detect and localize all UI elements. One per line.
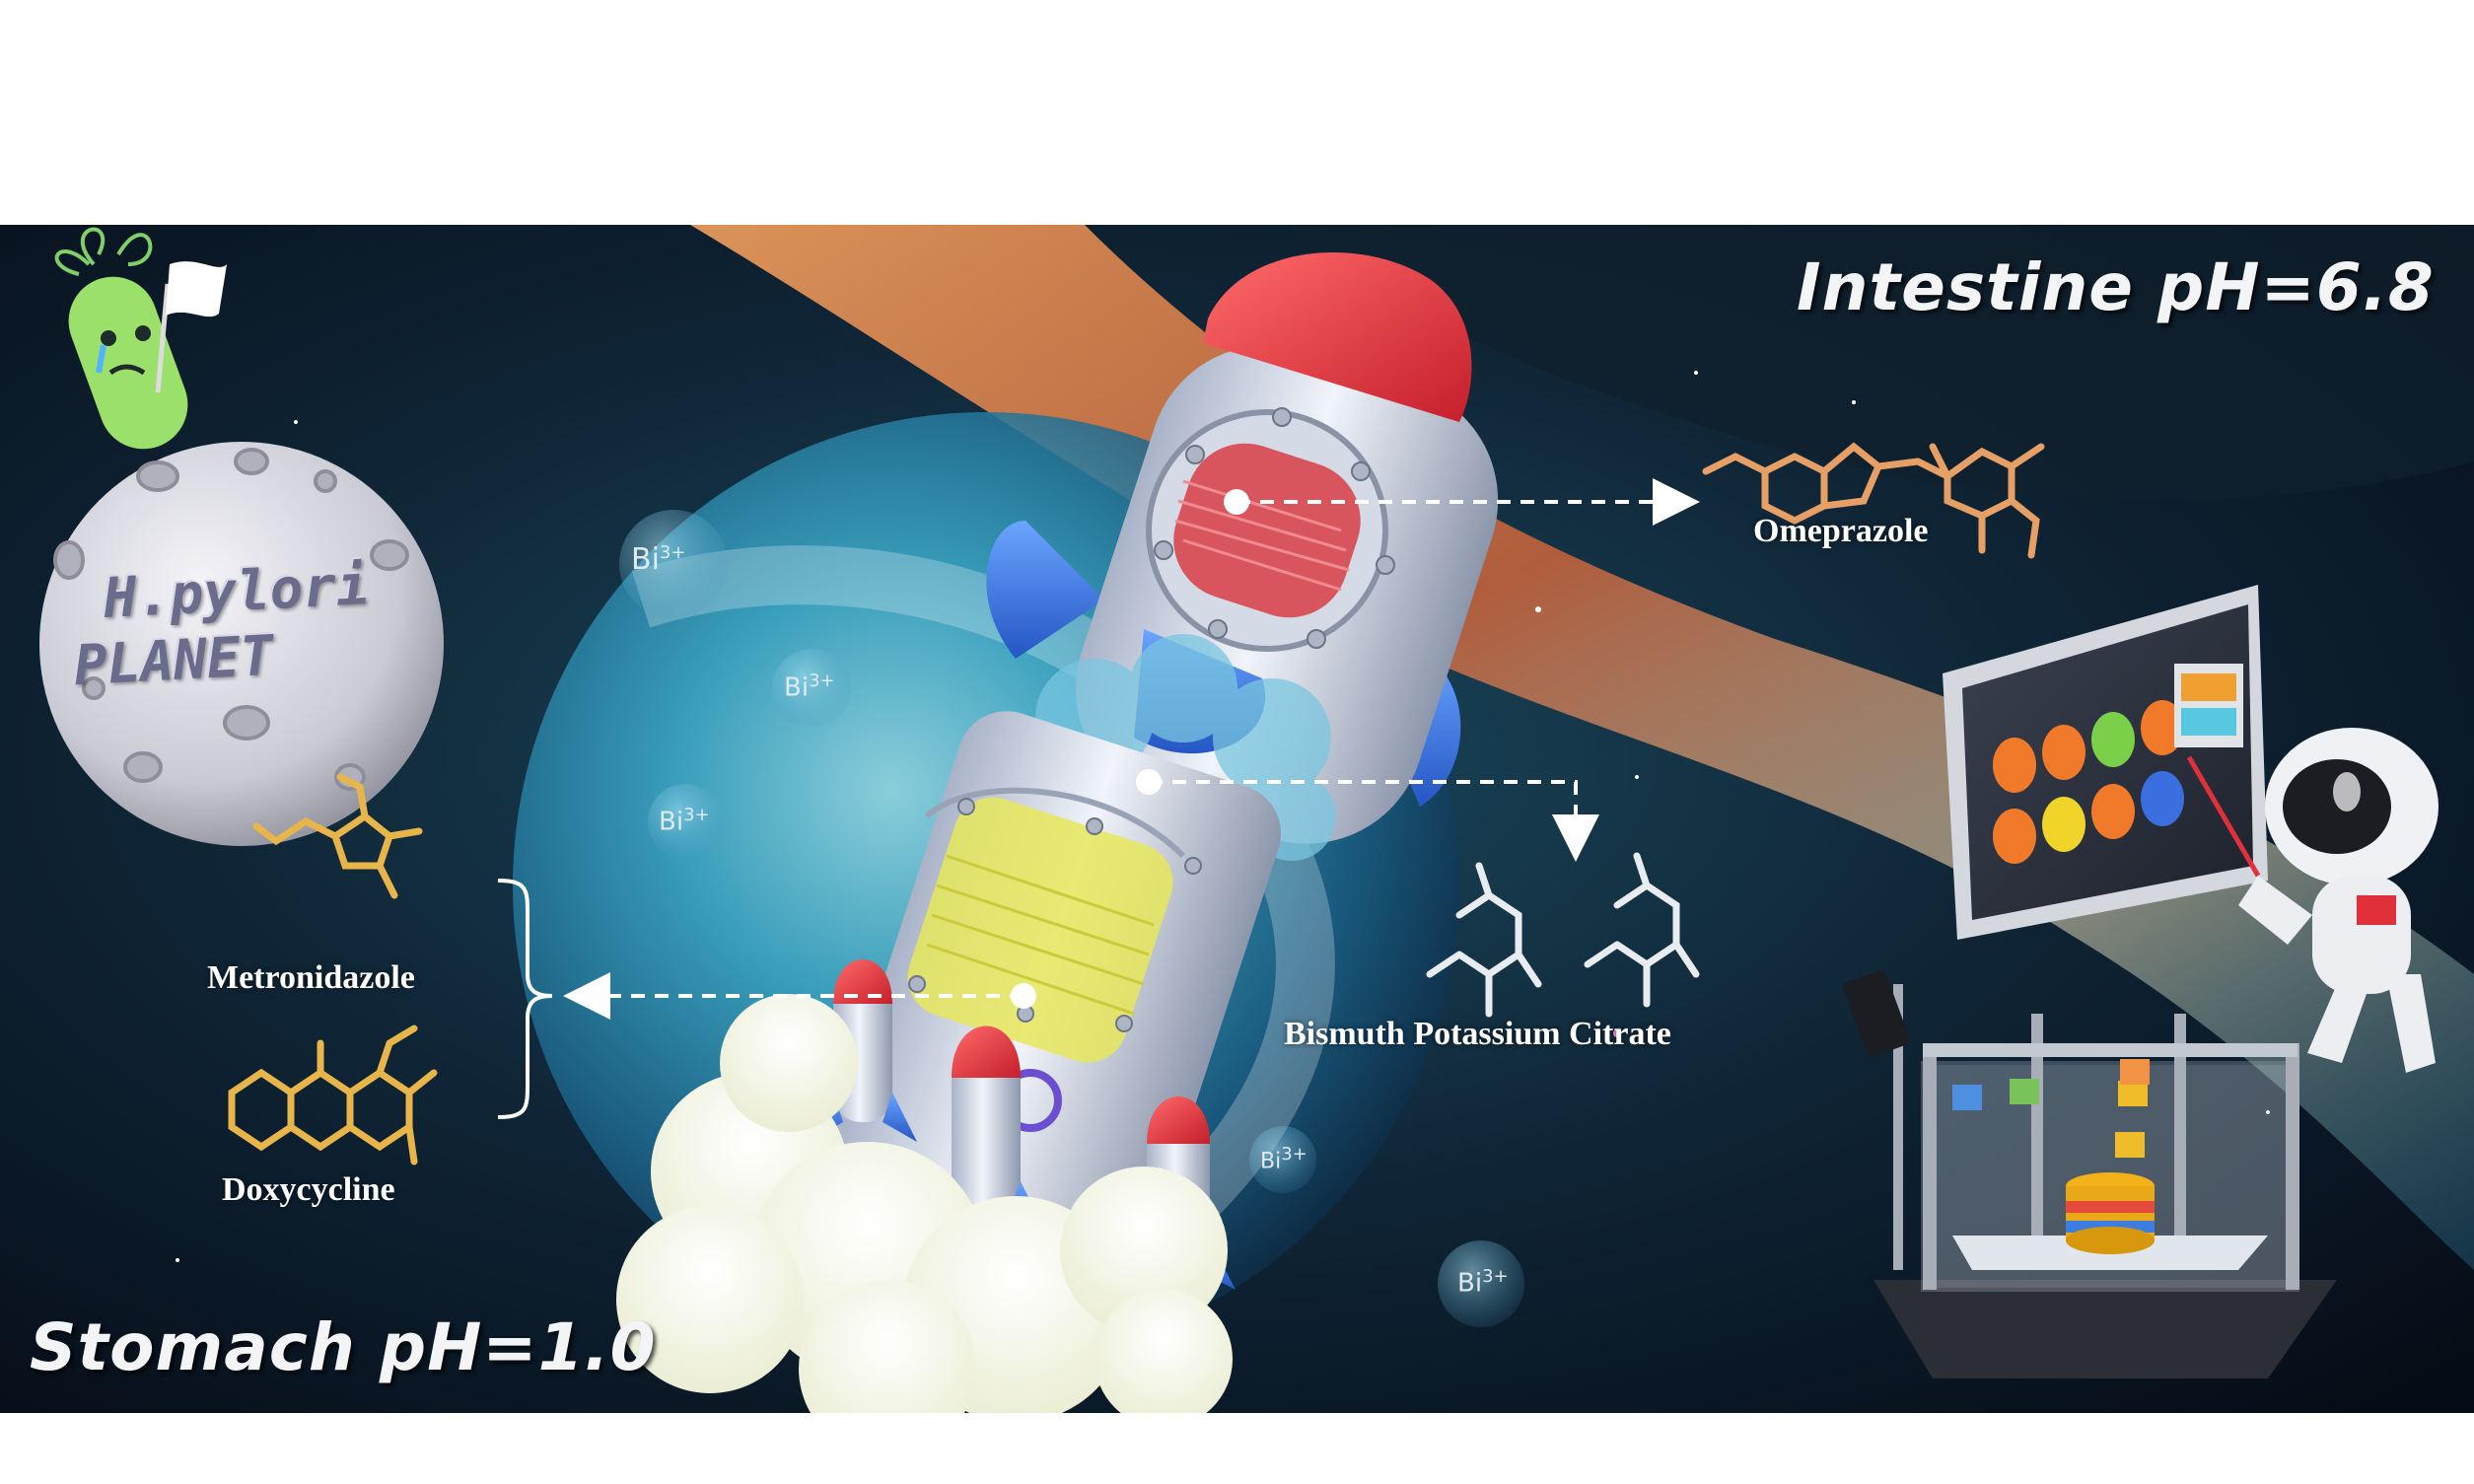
graphical-abstract-scene: Intestine pH=6.8 Stomach pH=1.0 H.pylori… bbox=[0, 225, 2474, 1413]
release-points bbox=[1011, 489, 1249, 1009]
doxycycline-label: Doxycycline bbox=[222, 1171, 395, 1208]
bi-ion-label: Bi3+ bbox=[1260, 1144, 1308, 1174]
omeprazole-label: Omeprazole bbox=[1753, 513, 1929, 549]
3d-printer-icon bbox=[1843, 970, 2337, 1378]
arrow-bismuth bbox=[1149, 780, 1599, 862]
stomach-ph-label: Stomach pH=1.0 bbox=[30, 1309, 657, 1385]
bismuth-citrate-label: Bismuth Potassium Citrate bbox=[1284, 1016, 1671, 1052]
bi-ion-bubbles bbox=[619, 510, 1524, 1378]
planet-name-line2: PLANET bbox=[72, 623, 275, 699]
metronidazole-label: Metronidazole bbox=[207, 959, 415, 996]
molecule-doxycycline bbox=[228, 1025, 438, 1166]
h-pylori-planet bbox=[39, 442, 444, 846]
white-flag-icon bbox=[155, 261, 227, 393]
exhaust-cloud bbox=[616, 994, 1233, 1413]
bi-ion-label: Bi3+ bbox=[659, 805, 710, 837]
antibiotic-brace bbox=[497, 879, 553, 1119]
nebula-dark-cloud bbox=[1282, 225, 2474, 501]
scene-artwork bbox=[0, 225, 2474, 1413]
bi-ion-label: Bi3+ bbox=[631, 542, 686, 577]
molecule-metronidazole bbox=[252, 773, 423, 899]
intestine-ph-label: Intestine pH=6.8 bbox=[1797, 249, 2435, 325]
molecule-omeprazole bbox=[1702, 442, 2045, 559]
astronaut-icon bbox=[2186, 728, 2439, 1073]
molecule-bismuth-citrate bbox=[1426, 852, 1700, 1018]
tablet-screen-icon bbox=[1943, 585, 2268, 940]
bi-ion-label: Bi3+ bbox=[1457, 1266, 1509, 1299]
bacterium-icon bbox=[54, 227, 188, 450]
release-arrows bbox=[563, 478, 1700, 1020]
bi-ion-label: Bi3+ bbox=[784, 671, 835, 703]
